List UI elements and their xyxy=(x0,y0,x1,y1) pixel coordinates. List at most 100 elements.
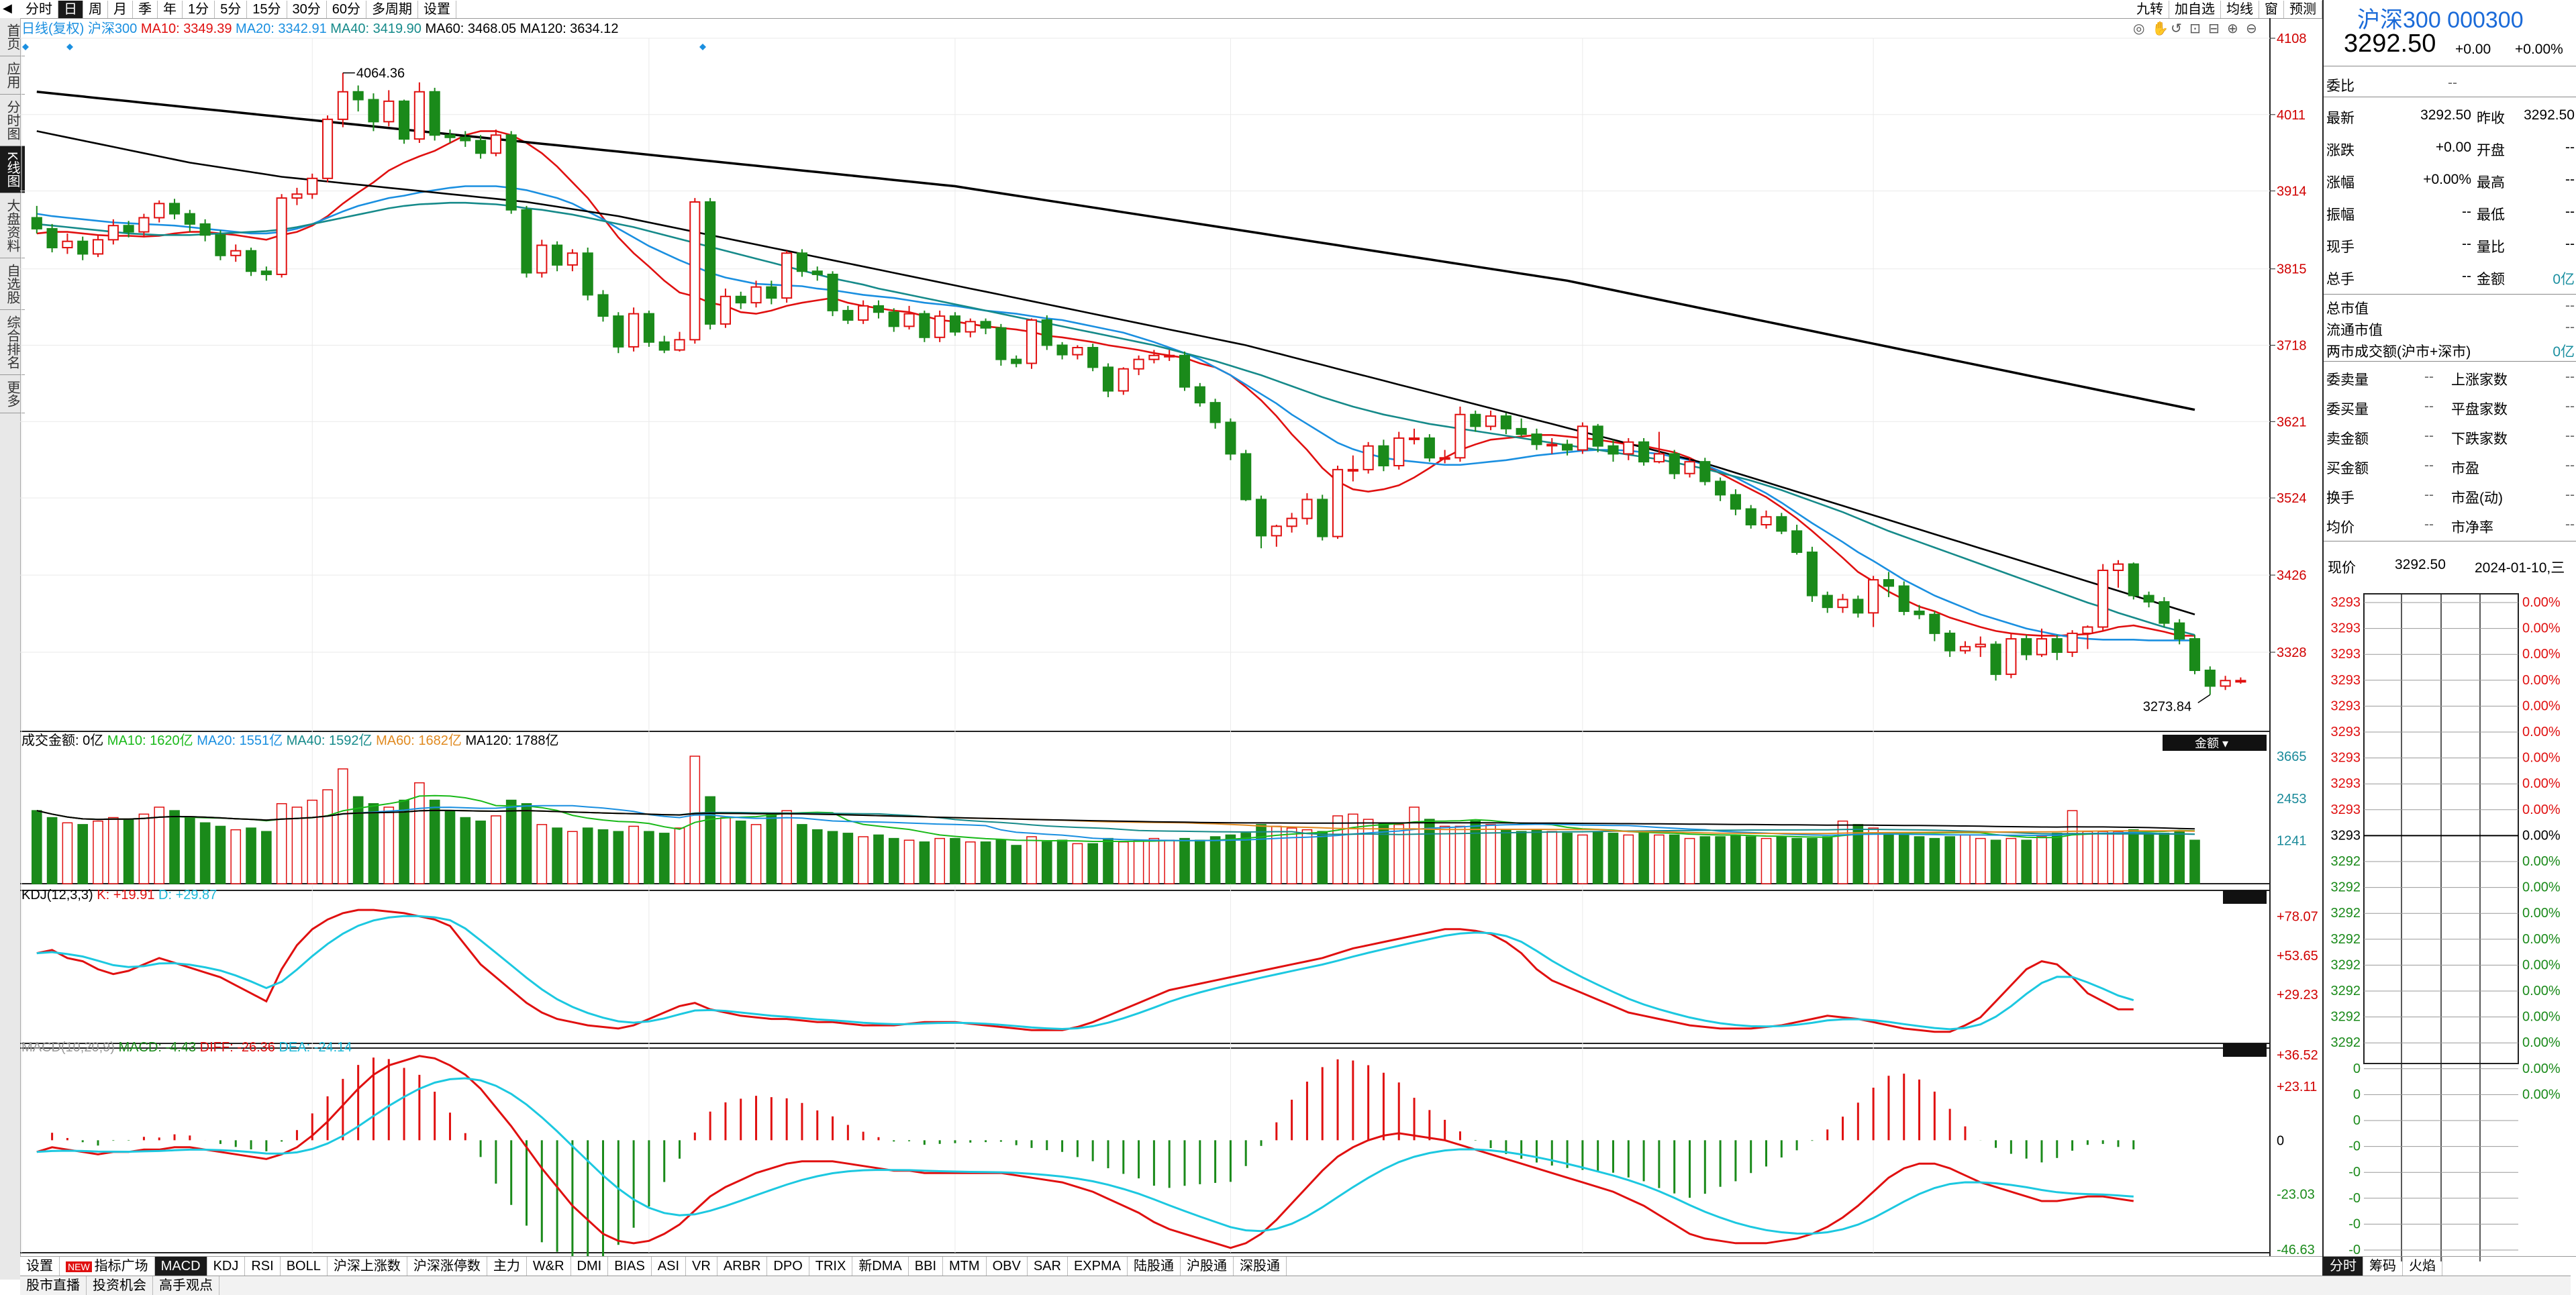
volume-bar xyxy=(1531,829,1542,884)
period-tab[interactable]: 设置 xyxy=(418,1,456,18)
tool-tab[interactable]: 九转 xyxy=(2131,1,2169,18)
sidebar-item[interactable]: 大盘资料 xyxy=(0,193,25,259)
period-tab[interactable]: 30分 xyxy=(287,1,327,18)
breadth-value: -- xyxy=(2424,517,2434,532)
volume-bar xyxy=(1684,837,1695,884)
volume-bar xyxy=(1914,836,1925,884)
period-tab[interactable]: 分时 xyxy=(20,1,58,18)
candle xyxy=(1041,315,1052,350)
sidebar-item[interactable]: 综合排名 xyxy=(0,310,25,376)
chart-tool-icon: ⊡ xyxy=(2189,21,2201,36)
indicator-tab[interactable]: 沪深涨停数 xyxy=(407,1257,487,1276)
bottom-tab[interactable]: 股市直播 xyxy=(20,1276,87,1295)
candle xyxy=(475,135,487,159)
sidebar-item[interactable]: 应用 xyxy=(0,56,25,95)
indicator-tab[interactable]: VR xyxy=(686,1257,717,1276)
mini-left-tick: 3292 xyxy=(2331,880,2361,895)
chart-tool-icon: ⊖ xyxy=(2246,21,2257,36)
indicator-tab[interactable]: OBV xyxy=(987,1257,1028,1276)
candle xyxy=(1485,410,1497,431)
cap-label: 流通市值 xyxy=(2326,323,2383,338)
sidebar-item[interactable]: 分时图 xyxy=(0,95,25,146)
bottom-tab[interactable]: 投资机会 xyxy=(87,1276,153,1295)
indicator-tab[interactable]: ARBR xyxy=(717,1257,768,1276)
period-tab[interactable]: 5分 xyxy=(215,1,248,18)
indicator-tab[interactable]: EXPMA xyxy=(1068,1257,1128,1276)
candle xyxy=(1317,495,1328,541)
breadth-label: 市盈(动) xyxy=(2451,490,2503,506)
mini-left-tick: 3292 xyxy=(2331,984,2361,998)
price-tick-label: 4108 xyxy=(2277,32,2307,46)
indicator-tab[interactable]: KDJ xyxy=(207,1257,246,1276)
indicator-tab[interactable]: DPO xyxy=(767,1257,809,1276)
tool-tab[interactable]: 预测 xyxy=(2284,1,2322,18)
period-tab[interactable]: 60分 xyxy=(327,1,366,18)
sidebar-item[interactable]: 更多 xyxy=(0,375,25,414)
quote-bottom-tab[interactable]: 分时 xyxy=(2324,1257,2363,1276)
volume-bar xyxy=(1439,825,1450,884)
sidebar-item[interactable]: 自选股 xyxy=(0,258,25,311)
bottom-tab[interactable]: 高手观点 xyxy=(153,1276,219,1295)
candle xyxy=(1148,350,1160,364)
quote-bottom-tab[interactable]: 火焰 xyxy=(2403,1257,2442,1276)
indicator-tab[interactable]: ASI xyxy=(652,1257,687,1276)
volume-bar xyxy=(505,799,517,884)
candle xyxy=(613,312,624,354)
sidebar-item[interactable]: K线图 xyxy=(0,146,25,194)
kdj-k-label: K: +19.91 xyxy=(97,888,158,902)
candle xyxy=(460,131,471,147)
volume-bar xyxy=(93,820,103,884)
cap-value: -- xyxy=(2565,298,2575,313)
period-tab[interactable]: 多周期 xyxy=(366,1,418,18)
period-tab[interactable]: 年 xyxy=(158,1,183,18)
ma-line-ma10 xyxy=(36,130,2195,637)
indicator-tab[interactable]: 主力 xyxy=(487,1257,527,1276)
period-tab[interactable]: 季 xyxy=(133,1,158,18)
tool-tab[interactable]: 窗 xyxy=(2259,1,2284,18)
indicator-tab[interactable]: MACD xyxy=(154,1257,207,1276)
indicator-tab[interactable]: DMI xyxy=(571,1257,609,1276)
kline-chart[interactable]: 4108 4011 3914 3815 3718 3621 3524 3426 3328 日线(复… xyxy=(20,18,2322,1266)
indicator-tab[interactable]: W&R xyxy=(527,1257,571,1276)
tool-tab[interactable]: 加自选 xyxy=(2169,1,2221,18)
candle xyxy=(2204,666,2216,695)
indicator-tab[interactable]: BBI xyxy=(909,1257,944,1276)
candle xyxy=(92,235,104,258)
volume-bar xyxy=(185,817,195,884)
volume-bar xyxy=(1990,839,2001,884)
indicator-tab[interactable]: 设置 xyxy=(20,1257,60,1276)
tool-tab[interactable]: 均线 xyxy=(2221,1,2259,18)
indicator-tab[interactable]: MTM xyxy=(943,1257,987,1276)
indicator-tab[interactable]: 沪股通 xyxy=(1181,1257,1234,1276)
quote-bottom-tab[interactable]: 筹码 xyxy=(2363,1257,2403,1276)
indicator-tab[interactable]: BOLL xyxy=(281,1257,328,1276)
indicator-tab[interactable]: TRIX xyxy=(809,1257,853,1276)
candle xyxy=(307,173,318,199)
indicator-tab[interactable]: 陆股通 xyxy=(1128,1257,1181,1276)
mini-left-tick: 3293 xyxy=(2331,595,2361,610)
period-tab[interactable]: 周 xyxy=(83,1,108,18)
candle xyxy=(1914,605,1925,619)
candle xyxy=(750,280,762,308)
indicator-tab[interactable]: SAR xyxy=(1028,1257,1068,1276)
period-tab[interactable]: 15分 xyxy=(247,1,287,18)
indicator-tab[interactable]: 沪深上涨数 xyxy=(328,1257,407,1276)
indicator-tab[interactable]: BIAS xyxy=(608,1257,652,1276)
volume-bar xyxy=(2036,836,2047,884)
period-tab[interactable]: 1分 xyxy=(183,1,215,18)
indicator-tab[interactable]: NEW 指标广场 xyxy=(60,1257,155,1276)
period-tab[interactable]: 日 xyxy=(58,1,83,18)
period-tab[interactable]: 月 xyxy=(108,1,133,18)
candle xyxy=(2051,635,2063,660)
toolbar-arrow-icon[interactable]: ◀ xyxy=(3,1,12,15)
indicator-tab[interactable]: 新DMA xyxy=(852,1257,909,1276)
breadth-label: 下跌家数 xyxy=(2451,431,2508,447)
indicator-tab[interactable]: 深股通 xyxy=(1234,1257,1287,1276)
indicator-tab[interactable]: RSI xyxy=(245,1257,281,1276)
volume-bar xyxy=(658,833,670,884)
quote-change: +0.00 xyxy=(2455,42,2491,57)
intraday-mini-chart[interactable]: 3293 3293 3293 3293 3293 3293 3293 3293 3293 3293… xyxy=(2324,590,2576,1261)
volume-bar xyxy=(2143,834,2154,884)
sidebar-item[interactable]: 首页 xyxy=(0,18,25,56)
volume-bar xyxy=(1837,820,1848,884)
